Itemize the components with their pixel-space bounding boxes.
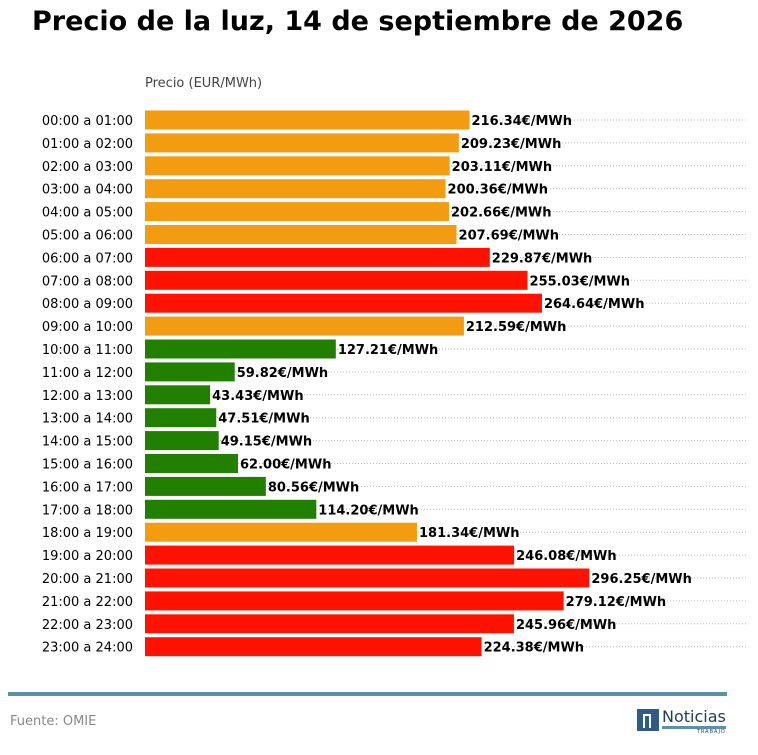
- bar: [145, 270, 528, 290]
- bar: [145, 568, 590, 588]
- data-label: 59.82€/MWh: [237, 366, 328, 381]
- logo-sub: TRABAJO: [662, 726, 726, 735]
- logo-name: Noticias: [662, 707, 726, 726]
- bar-chart: Precio (EUR/MWh) 00:00 a 01:00 216.34€/MW…: [42, 76, 748, 657]
- data-label: 114.20€/MWh: [318, 503, 419, 518]
- data-label: 127.21€/MWh: [338, 343, 439, 358]
- tick-label: 03:00 a 04:00: [42, 183, 133, 198]
- tick-label: 16:00 a 17:00: [42, 480, 133, 495]
- tick-label: 02:00 a 03:00: [42, 160, 133, 175]
- data-label: 80.56€/MWh: [268, 480, 359, 495]
- bar: [145, 133, 459, 153]
- tick-label: 07:00 a 08:00: [42, 274, 133, 289]
- tick-label: 11:00 a 12:00: [42, 366, 133, 381]
- bar: [145, 545, 515, 565]
- bar: [145, 454, 238, 473]
- data-label: 229.87€/MWh: [492, 251, 593, 266]
- logo-mark-icon: [637, 709, 659, 731]
- tick-label: 01:00 a 02:00: [42, 137, 133, 152]
- data-label: 203.11€/MWh: [452, 160, 553, 175]
- bar: [145, 522, 418, 542]
- chart-title: Precio de la luz, 14 de septiembre de 20…: [32, 6, 684, 37]
- data-label: 200.36€/MWh: [448, 183, 549, 198]
- data-label: 264.64€/MWh: [544, 297, 645, 312]
- bar: [145, 179, 446, 199]
- bar: [145, 591, 564, 611]
- bar: [145, 385, 211, 405]
- tick-label: 10:00 a 11:00: [42, 343, 133, 358]
- tick-label: 12:00 a 13:00: [42, 389, 133, 404]
- tick-label: 18:00 a 19:00: [42, 526, 133, 541]
- bar: [145, 476, 266, 496]
- tick-label: 20:00 a 21:00: [42, 572, 133, 587]
- tick-label: 09:00 a 10:00: [42, 320, 133, 335]
- data-label: 207.69€/MWh: [459, 229, 560, 244]
- footer-divider: [8, 692, 727, 696]
- bar: [145, 362, 235, 382]
- data-label: 62.00€/MWh: [240, 458, 331, 473]
- data-label: 216.34€/MWh: [472, 114, 573, 129]
- brand-logo: Noticias TRABAJO: [637, 709, 726, 735]
- bar: [145, 293, 542, 313]
- bar: [145, 499, 317, 519]
- tick-label: 06:00 a 07:00: [42, 251, 133, 266]
- tick-label: 00:00 a 01:00: [42, 114, 133, 129]
- data-label: 49.15€/MWh: [221, 435, 312, 450]
- bar: [145, 408, 217, 428]
- data-label: 246.08€/MWh: [516, 549, 617, 564]
- bar: [145, 614, 514, 634]
- data-label: 43.43€/MWh: [212, 389, 303, 404]
- bar: [145, 110, 470, 130]
- bar: [145, 202, 449, 222]
- tick-label: 17:00 a 18:00: [42, 503, 133, 518]
- tick-label: 22:00 a 23:00: [42, 618, 133, 633]
- tick-label: 04:00 a 05:00: [42, 206, 133, 221]
- source-note: Fuente: OMIE: [10, 714, 97, 729]
- data-label: 224.38€/MWh: [484, 641, 585, 656]
- bar: [145, 316, 464, 336]
- data-label: 47.51€/MWh: [218, 412, 309, 427]
- data-label: 209.23€/MWh: [461, 137, 561, 152]
- tick-label: 19:00 a 20:00: [42, 549, 133, 564]
- axis-label: Precio (EUR/MWh): [145, 76, 262, 91]
- data-label: 245.96€/MWh: [516, 618, 617, 633]
- bar: [145, 225, 457, 244]
- tick-label: 15:00 a 16:00: [42, 458, 133, 473]
- data-label: 202.66€/MWh: [451, 206, 552, 221]
- bar: [145, 339, 336, 359]
- data-label: 296.25€/MWh: [591, 572, 692, 587]
- tick-label: 05:00 a 06:00: [42, 229, 133, 244]
- tick-label: 23:00 a 24:00: [42, 641, 133, 656]
- tick-label: 21:00 a 22:00: [42, 595, 133, 610]
- tick-label: 14:00 a 15:00: [42, 435, 133, 450]
- bar: [145, 247, 490, 267]
- data-label: 181.34€/MWh: [419, 526, 520, 541]
- tick-label: 13:00 a 14:00: [42, 412, 133, 427]
- tick-label: 08:00 a 09:00: [42, 297, 133, 312]
- bar: [145, 637, 482, 657]
- data-label: 279.12€/MWh: [566, 595, 667, 610]
- data-label: 255.03€/MWh: [530, 274, 631, 289]
- data-label: 212.59€/MWh: [466, 320, 567, 335]
- bar: [145, 156, 450, 176]
- bar: [145, 431, 219, 451]
